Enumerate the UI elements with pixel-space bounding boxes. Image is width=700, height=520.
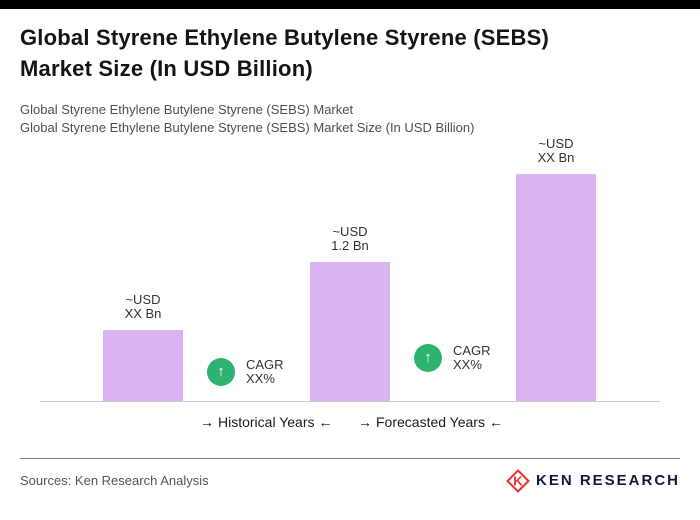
right-arrow-icon: → (200, 413, 214, 430)
cagr-annotation-2: ↑ CAGR XX% (414, 342, 491, 372)
left-arrow-icon: ← (488, 413, 503, 430)
x-axis-group-labels: → Historical Years ← → Forecasted Years ← (0, 402, 700, 444)
right-arrow-icon: → (358, 413, 372, 430)
bar-historical (103, 329, 183, 402)
growth-up-icon: ↑ (414, 343, 442, 372)
subtitle-market-size: Global Styrene Ethylene Butylene Styrene… (20, 119, 475, 135)
up-arrow-glyph: ↑ (424, 349, 432, 367)
cagr-annotation-1: ↑ CAGR XX% (207, 356, 284, 386)
bar-value-label: ~USD XX Bn (537, 135, 575, 165)
header: Global Styrene Ethylene Butylene Styrene… (0, 9, 700, 137)
up-arrow-glyph: ↑ (217, 363, 225, 381)
top-black-bar (0, 0, 700, 9)
footer: Sources: Ken Research Analysis K KEN RES… (0, 459, 700, 493)
historical-years-label: → Historical Years ← (196, 414, 337, 430)
subtitle-market: Global Styrene Ethylene Butylene Styrene… (20, 101, 354, 117)
page-title: Global Styrene Ethylene Butylene Styrene… (20, 23, 680, 85)
bar-value-label: ~USD 1.2 Bn (331, 223, 369, 253)
page-title-line1: Global Styrene Ethylene Butylene Styrene… (20, 25, 549, 50)
bar-chart: ~USD XX Bn ~USD 1.2 Bn ~USD XX Bn ↑ CAGR… (0, 135, 700, 402)
bar-forecast (516, 173, 596, 402)
cagr-label: CAGR XX% (246, 356, 284, 386)
subtitles: Global Styrene Ethylene Butylene Styrene… (20, 101, 680, 137)
ken-research-logo: K KEN RESEARCH (506, 469, 680, 493)
forecasted-years-label: → Forecasted Years ← (354, 414, 507, 430)
page-title-line2: Market Size (In USD Billion) (20, 55, 313, 81)
footer-divider (20, 457, 680, 459)
bar-current (310, 261, 390, 402)
bar-column-forecast: ~USD XX Bn (516, 135, 596, 402)
growth-up-icon: ↑ (207, 357, 235, 386)
cagr-label: CAGR XX% (453, 342, 491, 372)
left-arrow-icon: ← (318, 413, 333, 430)
bar-column-current: ~USD 1.2 Bn (310, 223, 390, 402)
svg-text:K: K (513, 473, 523, 488)
x-axis-baseline (40, 400, 660, 402)
bar-column-historical: ~USD XX Bn (103, 291, 183, 402)
ken-research-logo-icon: K (506, 469, 530, 493)
sources-text: Sources: Ken Research Analysis (20, 473, 209, 489)
bar-value-label: ~USD XX Bn (124, 291, 162, 321)
ken-research-logo-text: KEN RESEARCH (535, 472, 680, 490)
